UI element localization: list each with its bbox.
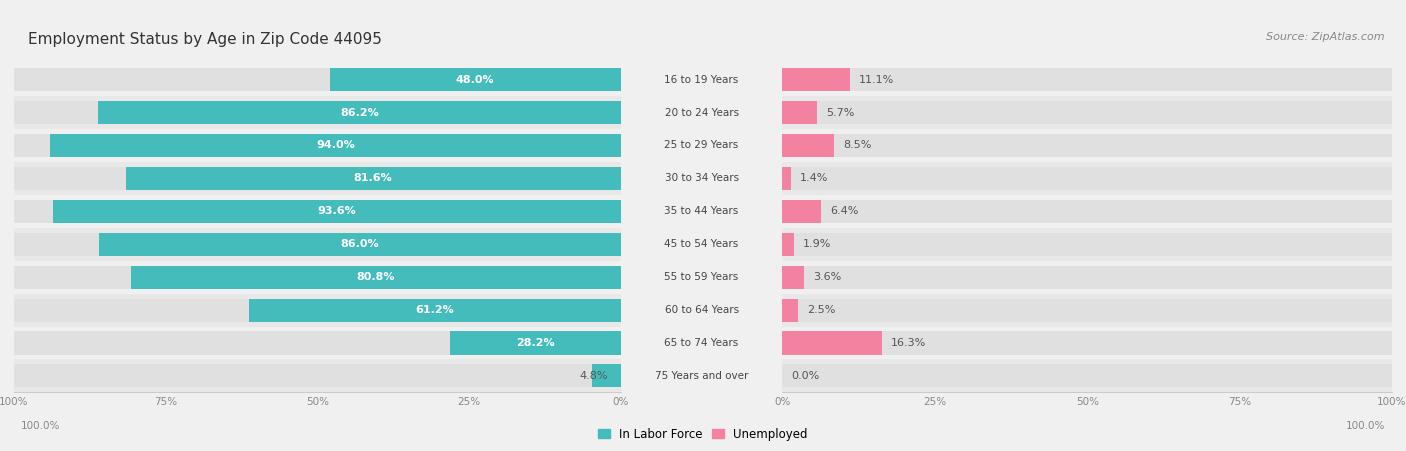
Bar bbox=[782, 162, 1392, 195]
Text: 8.5%: 8.5% bbox=[844, 140, 872, 151]
Text: 30 to 34 Years: 30 to 34 Years bbox=[665, 173, 738, 184]
Bar bbox=[98, 233, 621, 256]
Bar bbox=[782, 96, 1392, 129]
Bar bbox=[782, 359, 1392, 392]
Bar bbox=[14, 68, 621, 91]
Bar bbox=[14, 63, 621, 96]
Bar bbox=[14, 327, 621, 359]
Text: 93.6%: 93.6% bbox=[318, 206, 356, 216]
Bar bbox=[14, 195, 621, 228]
Bar bbox=[782, 129, 1392, 162]
Bar bbox=[14, 129, 621, 162]
Bar bbox=[782, 200, 821, 223]
Bar bbox=[782, 101, 817, 124]
Bar bbox=[53, 200, 621, 223]
Bar bbox=[782, 261, 1392, 294]
Bar bbox=[782, 134, 834, 157]
Bar bbox=[14, 134, 621, 157]
Text: 4.8%: 4.8% bbox=[579, 371, 607, 381]
Text: 48.0%: 48.0% bbox=[456, 74, 495, 85]
Bar bbox=[14, 167, 621, 190]
Bar bbox=[782, 63, 1392, 96]
Bar bbox=[14, 299, 621, 322]
Text: 100.0%: 100.0% bbox=[21, 421, 60, 431]
Bar bbox=[14, 101, 621, 124]
Bar bbox=[782, 266, 804, 289]
Bar bbox=[782, 167, 792, 190]
Bar bbox=[14, 233, 621, 256]
Text: 1.9%: 1.9% bbox=[803, 239, 831, 249]
Bar bbox=[14, 331, 621, 354]
Bar bbox=[14, 359, 621, 392]
Bar bbox=[14, 261, 621, 294]
Text: 60 to 64 Years: 60 to 64 Years bbox=[665, 305, 738, 315]
Bar bbox=[782, 299, 1392, 322]
Text: 35 to 44 Years: 35 to 44 Years bbox=[665, 206, 738, 216]
Bar bbox=[592, 364, 621, 387]
Bar bbox=[782, 331, 882, 354]
Text: 61.2%: 61.2% bbox=[416, 305, 454, 315]
Bar bbox=[125, 167, 621, 190]
Bar bbox=[249, 299, 621, 322]
Bar bbox=[782, 134, 1392, 157]
Bar bbox=[14, 96, 621, 129]
Bar bbox=[782, 167, 1392, 190]
Text: 55 to 59 Years: 55 to 59 Years bbox=[665, 272, 738, 282]
Text: 86.2%: 86.2% bbox=[340, 107, 378, 118]
Legend: In Labor Force, Unemployed: In Labor Force, Unemployed bbox=[598, 428, 808, 441]
Text: 65 to 74 Years: 65 to 74 Years bbox=[665, 338, 738, 348]
Bar bbox=[782, 101, 1392, 124]
Text: 5.7%: 5.7% bbox=[827, 107, 855, 118]
Bar bbox=[782, 200, 1392, 223]
Bar bbox=[14, 162, 621, 195]
Bar bbox=[782, 233, 794, 256]
Text: 80.8%: 80.8% bbox=[356, 272, 395, 282]
Bar bbox=[450, 331, 621, 354]
Bar bbox=[131, 266, 621, 289]
Text: Employment Status by Age in Zip Code 44095: Employment Status by Age in Zip Code 440… bbox=[28, 32, 382, 46]
Text: 11.1%: 11.1% bbox=[859, 74, 894, 85]
Bar bbox=[782, 294, 1392, 327]
Bar bbox=[782, 327, 1392, 359]
Text: 25 to 29 Years: 25 to 29 Years bbox=[665, 140, 738, 151]
Text: 28.2%: 28.2% bbox=[516, 338, 554, 348]
Bar bbox=[51, 134, 621, 157]
Text: 1.4%: 1.4% bbox=[800, 173, 828, 184]
Text: Source: ZipAtlas.com: Source: ZipAtlas.com bbox=[1267, 32, 1385, 41]
Text: 20 to 24 Years: 20 to 24 Years bbox=[665, 107, 738, 118]
Bar bbox=[782, 299, 797, 322]
Bar bbox=[329, 68, 621, 91]
Bar bbox=[782, 233, 1392, 256]
Bar bbox=[14, 364, 621, 387]
Bar bbox=[782, 228, 1392, 261]
Text: 100.0%: 100.0% bbox=[1346, 421, 1385, 431]
Text: 6.4%: 6.4% bbox=[831, 206, 859, 216]
Bar bbox=[14, 228, 621, 261]
Bar bbox=[782, 195, 1392, 228]
Text: 3.6%: 3.6% bbox=[814, 272, 842, 282]
Bar bbox=[14, 200, 621, 223]
Bar bbox=[14, 294, 621, 327]
Text: 2.5%: 2.5% bbox=[807, 305, 835, 315]
Text: 0.0%: 0.0% bbox=[792, 371, 820, 381]
Bar bbox=[782, 364, 1392, 387]
Bar bbox=[782, 266, 1392, 289]
Bar bbox=[782, 331, 1392, 354]
Bar bbox=[782, 68, 851, 91]
Text: 94.0%: 94.0% bbox=[316, 140, 354, 151]
Text: 81.6%: 81.6% bbox=[354, 173, 392, 184]
Text: 16.3%: 16.3% bbox=[891, 338, 927, 348]
Bar bbox=[98, 101, 621, 124]
Text: 75 Years and over: 75 Years and over bbox=[655, 371, 748, 381]
Bar bbox=[14, 266, 621, 289]
Text: 45 to 54 Years: 45 to 54 Years bbox=[665, 239, 738, 249]
Text: 16 to 19 Years: 16 to 19 Years bbox=[665, 74, 738, 85]
Text: 86.0%: 86.0% bbox=[340, 239, 380, 249]
Bar bbox=[782, 68, 1392, 91]
